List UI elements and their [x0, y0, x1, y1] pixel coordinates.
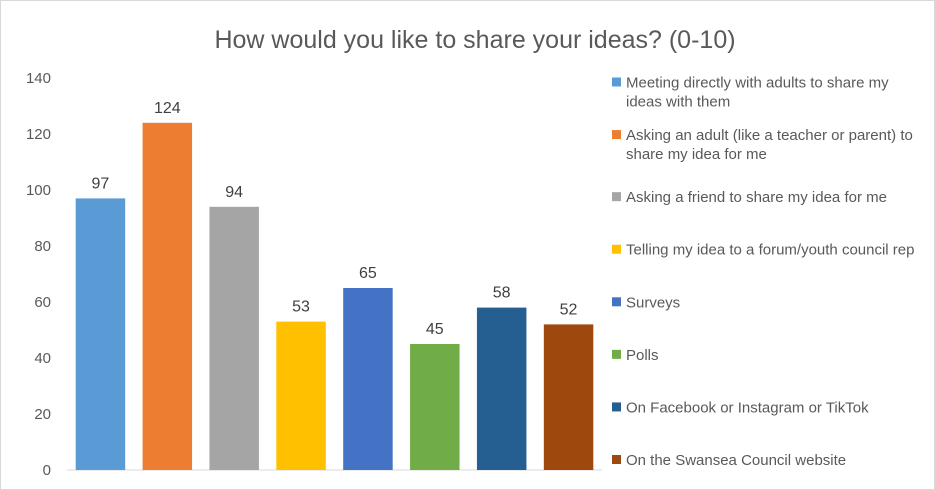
y-tick-label: 120	[26, 126, 51, 143]
y-tick-label: 20	[34, 406, 51, 423]
y-tick-label: 100	[26, 182, 51, 199]
y-tick-label: 0	[43, 462, 51, 479]
legend-swatch	[612, 77, 621, 87]
legend: Meeting directly with adults to share my…	[612, 75, 914, 469]
legend-item-label: Meeting directly with adults to share my…	[626, 75, 889, 111]
legend-swatch	[612, 297, 621, 307]
bar	[75, 198, 126, 470]
y-tick-label: 60	[34, 294, 51, 311]
data-label: 94	[225, 184, 243, 201]
data-label: 65	[359, 265, 377, 282]
bar	[209, 206, 259, 471]
legend-item-label: On Facebook or Instagram or TikTok	[626, 399, 869, 416]
bar	[476, 307, 527, 470]
legend-item-label: Asking an adult (like a teacher or paren…	[626, 127, 913, 163]
legend-swatch	[612, 244, 621, 254]
legend-item-label: Telling my idea to a forum/youth council…	[626, 242, 914, 259]
data-label: 52	[560, 301, 578, 318]
data-labels: 97 124 94 53 65 45 58 52	[92, 100, 578, 338]
legend-swatch	[612, 402, 621, 412]
legend-item-label: Asking a friend to share my idea for me	[626, 189, 887, 206]
legend-swatch	[612, 349, 621, 359]
bar	[543, 324, 594, 470]
bar	[343, 288, 393, 470]
y-tick-label: 40	[34, 350, 51, 367]
data-label: 53	[292, 299, 310, 316]
data-label: 45	[426, 321, 444, 338]
bar	[276, 321, 326, 470]
y-tick-label: 140	[26, 70, 51, 87]
chart-title: How would you like to share your ideas? …	[214, 26, 735, 54]
legend-item-label: Surveys	[626, 294, 680, 311]
legend-swatch	[612, 455, 621, 464]
bars	[75, 122, 594, 471]
bar	[142, 122, 193, 471]
bar	[410, 344, 460, 470]
legend-item-label: On the Swansea Council website	[626, 452, 846, 469]
legend-swatch	[612, 130, 621, 140]
y-tick-label: 80	[34, 238, 51, 255]
data-label: 97	[92, 175, 110, 192]
legend-swatch	[612, 192, 621, 202]
data-label: 124	[154, 100, 181, 117]
data-label: 58	[493, 285, 511, 302]
legend-item-label: Polls	[626, 347, 659, 364]
